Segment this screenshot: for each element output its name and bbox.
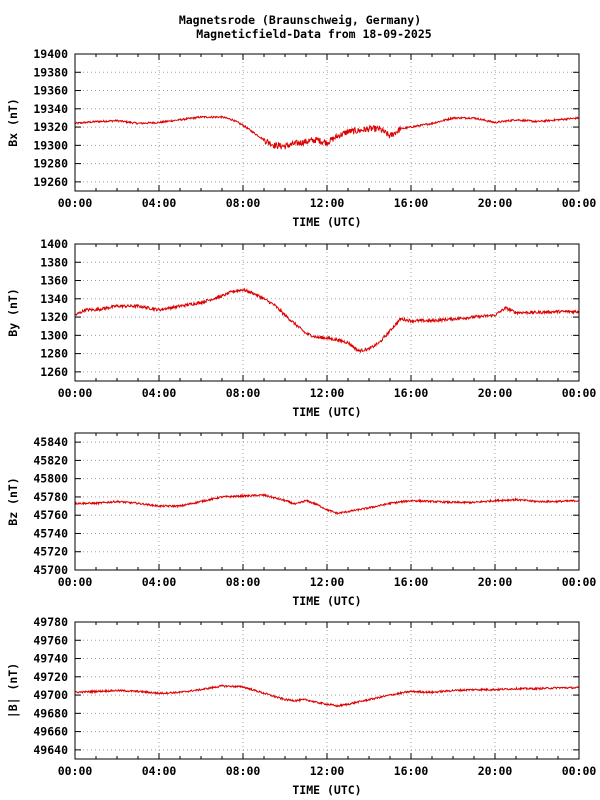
bx-plot-frame [74, 53, 580, 192]
b-magnitude-xtick-label: 12:00 [310, 764, 345, 778]
bx-ytick-label: 19360 [33, 84, 68, 98]
b-magnitude-ytick-label: 49720 [33, 670, 68, 684]
by-ytick-label: 1400 [40, 237, 68, 251]
bx-y-axis-title: Bx (nT) [6, 98, 20, 146]
bx-ytick-label: 19340 [33, 102, 68, 116]
by-y-axis-title: By (nT) [6, 288, 20, 336]
b-magnitude-xtick-label: 16:00 [394, 764, 429, 778]
by-ytick-label: 1300 [40, 328, 68, 342]
b-magnitude-xtick-label: 00:00 [58, 764, 93, 778]
figure-title-line1: Magnetsrode (Braunschweig, Germany) [178, 13, 422, 27]
bz-xtick-label: 04:00 [142, 575, 177, 589]
bz-ytick-label: 45720 [33, 545, 68, 559]
bz-ytick-label: 45820 [33, 453, 68, 467]
bx-ytick-label: 19320 [33, 120, 68, 134]
b-magnitude-ytick-label: 49680 [33, 706, 68, 720]
by-xtick-label: 00:00 [58, 386, 93, 400]
bx-xtick-label: 00:00 [58, 196, 93, 210]
bx-xtick-label: 04:00 [142, 196, 177, 210]
bx-series-line [74, 115, 580, 151]
b-magnitude-ytick-label: 49660 [33, 725, 68, 739]
bz-ytick-label: 45800 [33, 472, 68, 486]
b-magnitude-series-line [74, 684, 580, 708]
bz-xtick-label: 12:00 [310, 575, 345, 589]
b-magnitude-y-axis-title: |B| (nT) [6, 663, 20, 718]
bx-xtick-label: 20:00 [478, 196, 513, 210]
b-magnitude-xtick-label: 08:00 [226, 764, 261, 778]
b-magnitude-ytick-label: 49700 [33, 688, 68, 702]
b-magnitude-x-axis-title: TIME (UTC) [292, 783, 361, 797]
bx-x-axis-title: TIME (UTC) [292, 215, 361, 229]
bz-plot-frame [74, 432, 580, 571]
b-magnitude-xtick-label: 20:00 [478, 764, 513, 778]
bz-x-axis-title: TIME (UTC) [292, 594, 361, 608]
by-xtick-label: 00:00 [562, 386, 597, 400]
by-xtick-label: 08:00 [226, 386, 261, 400]
by-x-axis-title: TIME (UTC) [292, 405, 361, 419]
by-plot-frame [74, 243, 580, 382]
bx-ytick-label: 19280 [33, 157, 68, 171]
b-magnitude-ytick-label: 49760 [33, 633, 68, 647]
by-xtick-label: 04:00 [142, 386, 177, 400]
by-ytick-label: 1360 [40, 274, 68, 288]
by-ytick-label: 1260 [40, 365, 68, 379]
b-magnitude-ytick-label: 49780 [33, 615, 68, 629]
bz-series-line [74, 493, 579, 516]
bz-ytick-label: 45840 [33, 435, 68, 449]
bx-xtick-label: 00:00 [562, 196, 597, 210]
bz-ytick-label: 45740 [33, 526, 68, 540]
bz-xtick-label: 00:00 [58, 575, 93, 589]
bz-ytick-label: 45700 [33, 563, 68, 577]
bx-ytick-label: 19400 [33, 47, 68, 61]
bz-xtick-label: 16:00 [394, 575, 429, 589]
figure-title-line2: Magneticfield-Data from 18-09-2025 [196, 27, 432, 41]
by-ytick-label: 1280 [40, 347, 68, 361]
bz-xtick-label: 00:00 [562, 575, 597, 589]
b-magnitude-ytick-label: 49640 [33, 743, 68, 757]
bx-ytick-label: 19260 [33, 175, 68, 189]
by-xtick-label: 16:00 [394, 386, 429, 400]
b-magnitude-plot-frame [74, 621, 580, 760]
bx-ytick-label: 19300 [33, 138, 68, 152]
bz-xtick-label: 20:00 [478, 575, 513, 589]
by-ytick-label: 1380 [40, 255, 68, 269]
bx-xtick-label: 08:00 [226, 196, 261, 210]
bz-xtick-label: 08:00 [226, 575, 261, 589]
bx-xtick-label: 16:00 [394, 196, 429, 210]
bx-xtick-label: 12:00 [310, 196, 345, 210]
b-magnitude-xtick-label: 04:00 [142, 764, 177, 778]
by-xtick-label: 12:00 [310, 386, 345, 400]
bz-ytick-label: 45760 [33, 508, 68, 522]
b-magnitude-xtick-label: 00:00 [562, 764, 597, 778]
bx-ytick-label: 19380 [33, 65, 68, 79]
b-magnitude-ytick-label: 49740 [33, 652, 68, 666]
by-xtick-label: 20:00 [478, 386, 513, 400]
by-ytick-label: 1340 [40, 292, 68, 306]
bz-y-axis-title: Bz (nT) [6, 477, 20, 525]
by-series-line [74, 287, 580, 354]
bz-ytick-label: 45780 [33, 490, 68, 504]
by-ytick-label: 1320 [40, 310, 68, 324]
